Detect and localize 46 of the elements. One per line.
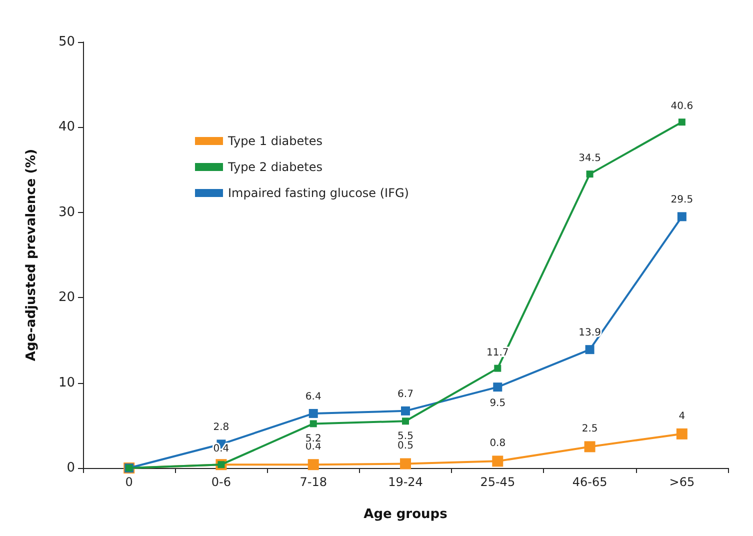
- x-axis-title: Age groups: [364, 507, 448, 522]
- data-label: 6.4: [305, 391, 322, 402]
- data-label: 6.7: [398, 388, 414, 400]
- x-tick-label: 0-6: [211, 475, 232, 489]
- point: [585, 345, 594, 354]
- data-label: 2.8: [213, 422, 230, 434]
- y-axis-title: Age-adjusted prevalence (%): [24, 148, 39, 362]
- data-label: 2.5: [582, 424, 598, 435]
- point: [493, 382, 502, 392]
- point: [676, 428, 688, 440]
- point: [308, 408, 318, 418]
- data-label: 40.6: [670, 101, 694, 112]
- point: [310, 420, 317, 428]
- y-tick-label: 30: [58, 204, 75, 220]
- data-label: 5.5: [398, 431, 414, 442]
- x-tick-label: >65: [669, 475, 695, 489]
- point: [678, 118, 686, 126]
- point: [677, 212, 686, 222]
- y-tick-label: 40: [58, 120, 75, 135]
- point: [402, 418, 409, 425]
- point: [401, 406, 410, 416]
- data-label: 29.5: [670, 194, 694, 206]
- x-tick-label: 0: [125, 475, 133, 489]
- point: [308, 459, 319, 470]
- legend-label: Type 2 diabetes: [227, 160, 322, 174]
- data-label: 0.8: [490, 438, 506, 450]
- data-label: 34.5: [578, 153, 601, 164]
- y-tick-label: 50: [58, 34, 75, 50]
- x-tick-label: 46-65: [572, 475, 608, 489]
- x-tick-label: 19-24: [388, 475, 423, 489]
- point: [492, 456, 504, 467]
- point: [494, 364, 502, 372]
- legend-label: Type 1 diabetes: [227, 134, 322, 148]
- data-label: 9.5: [490, 398, 506, 410]
- data-label: 4: [678, 410, 686, 422]
- data-label: 13.9: [578, 328, 601, 339]
- x-tick-label: 25-45: [480, 475, 516, 489]
- y-tick-label: 0: [66, 460, 75, 476]
- y-tick-label: 10: [58, 375, 75, 390]
- point: [400, 458, 411, 470]
- y-tick-label: 20: [58, 290, 75, 306]
- legend-label: Impaired fasting glucose (IFG): [228, 186, 409, 200]
- data-label: 0.5: [398, 440, 414, 452]
- point: [584, 441, 596, 452]
- x-tick-label: 7-18: [300, 475, 327, 489]
- point: [586, 170, 594, 178]
